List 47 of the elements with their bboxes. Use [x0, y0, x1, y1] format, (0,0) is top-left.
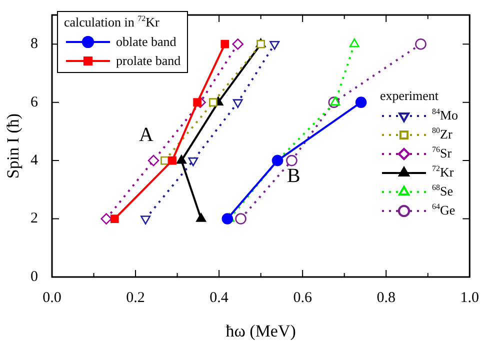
legend-label: oblate band [116, 34, 176, 50]
legend-label: $^{72}$Kr [432, 164, 454, 181]
point [355, 96, 367, 108]
point [188, 157, 198, 166]
y-tick-label: 8 [30, 36, 38, 52]
y-tick-label: 2 [30, 210, 38, 227]
point [209, 98, 218, 107]
point [196, 213, 206, 222]
point [270, 40, 280, 50]
point [272, 154, 284, 166]
legend-label: $^{68}$Se [432, 183, 453, 200]
y-tick-label: 6 [30, 94, 38, 110]
point [168, 156, 176, 165]
point [222, 213, 234, 224]
x-tick-label: 1.0 [460, 290, 479, 306]
legend-label: $^{76}$Sr [432, 145, 452, 162]
point [232, 38, 244, 50]
legend-label: $^{80}$Zr [432, 126, 452, 143]
point [330, 96, 340, 106]
point [100, 213, 112, 224]
point [349, 38, 360, 48]
y-axis-title: Spin I (ħ) [4, 113, 23, 179]
point [193, 98, 202, 107]
point [148, 154, 160, 166]
annotation: experiment [380, 88, 440, 105]
point [235, 213, 246, 224]
x-tick-label: 0.8 [376, 290, 396, 306]
point [220, 40, 230, 48]
legend-label: $^{84}$Mo [432, 107, 458, 124]
annotation: A [139, 124, 154, 146]
x-axis-title: ħω (MeV) [226, 321, 296, 340]
x-tick-label: 0.6 [293, 290, 312, 306]
point [415, 38, 426, 50]
annotation: B [287, 165, 300, 187]
point [140, 216, 151, 224]
legend-label: $^{64}$Ge [432, 202, 456, 219]
point [176, 154, 186, 164]
point [110, 214, 119, 223]
point [232, 99, 243, 108]
y-tick-label: 4 [30, 152, 38, 168]
point [286, 154, 298, 166]
legend-label: prolate band [116, 52, 181, 68]
x-tick-label: 0.4 [210, 290, 229, 306]
y-tick-label: 0 [30, 268, 38, 285]
legend-title: calculation in $^{72}$Kr [64, 14, 160, 32]
x-tick-label: 0.2 [126, 290, 145, 306]
x-tick-label: 0.0 [42, 290, 62, 306]
